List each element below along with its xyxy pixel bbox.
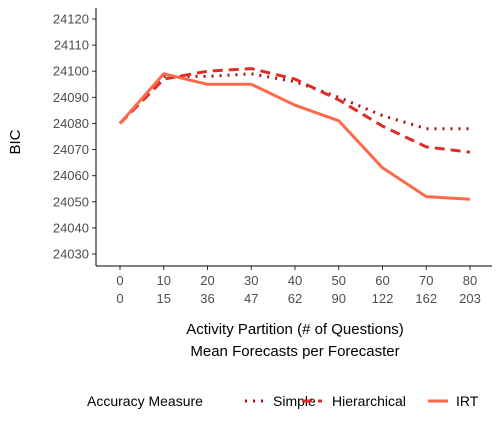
- x-tick-label-secondary: 36: [200, 291, 214, 306]
- legend-title: Accuracy Measure: [87, 393, 203, 409]
- x-tick-label-secondary: 90: [332, 291, 346, 306]
- legend-label-irt: IRT: [456, 393, 479, 409]
- series-line-simple: [118, 72, 470, 131]
- y-tick-label: 24070: [53, 142, 89, 157]
- y-tick-label: 24120: [53, 12, 89, 27]
- x-tick-label: 30: [244, 273, 258, 288]
- x-tick-label: 60: [375, 273, 389, 288]
- x-tick-label: 40: [288, 273, 302, 288]
- series-line-hierarchical: [118, 67, 471, 154]
- x-axis-title: Activity Partition (# of Questions): [186, 321, 404, 338]
- y-tick-label: 24100: [53, 64, 89, 79]
- y-tick-label: 24050: [53, 194, 89, 209]
- x-axis-ticks: 0 0 10 15 20 36 30 47 40 62 50 90 60 122 70 162 80 203: [116, 266, 481, 306]
- y-tick-label: 24080: [53, 116, 89, 131]
- y-tick-label: 24110: [54, 38, 89, 53]
- x-tick-label-secondary: 203: [459, 291, 481, 306]
- x-axis-subtitle: Mean Forecasts per Forecaster: [190, 343, 399, 360]
- x-tick-label-secondary: 162: [415, 291, 437, 306]
- y-tick-label: 24090: [53, 90, 89, 105]
- legend: Accuracy Measure Simple Hierarchical IRT: [87, 393, 479, 409]
- x-tick-label-secondary: 122: [372, 291, 394, 306]
- y-tick-label: 24030: [53, 247, 89, 262]
- x-tick-label: 70: [419, 273, 433, 288]
- x-tick-label-secondary: 0: [116, 291, 123, 306]
- x-tick-label: 50: [332, 273, 346, 288]
- x-tick-label: 20: [200, 273, 214, 288]
- series-lines: [118, 67, 471, 201]
- y-tick-label: 24040: [53, 220, 89, 235]
- x-tick-label: 10: [157, 273, 171, 288]
- x-tick-label-secondary: 15: [157, 291, 171, 306]
- x-tick-label: 0: [116, 273, 123, 288]
- x-tick-label: 80: [463, 273, 477, 288]
- y-tick-label: 24060: [53, 168, 89, 183]
- legend-label-hierarchical: Hierarchical: [332, 393, 406, 409]
- y-axis-ticks: 24030 24040 24050 24060 24070 24080 24090 24100…: [53, 12, 96, 262]
- series-line-irt: [118, 72, 471, 201]
- x-tick-label-secondary: 62: [288, 291, 302, 306]
- y-axis-title: BIC: [7, 129, 24, 154]
- x-tick-label-secondary: 47: [244, 291, 258, 306]
- legend-label-simple: Simple: [273, 393, 316, 409]
